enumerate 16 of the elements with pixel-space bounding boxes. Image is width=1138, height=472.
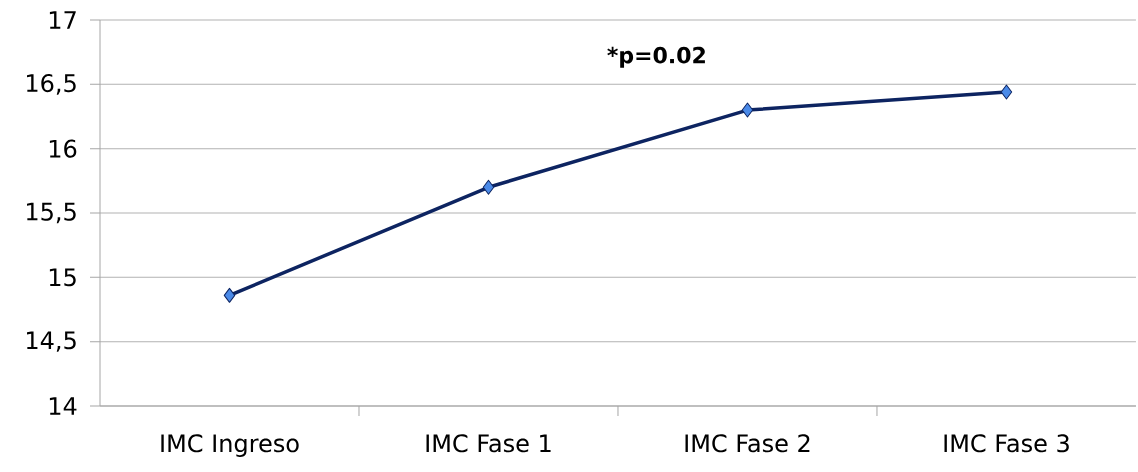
y-tick-label: 15 [49,268,76,287]
x-tick-label: IMC Fase 2 [685,434,810,453]
point [223,287,236,303]
y-tick-label: 14 [49,397,77,415]
x-tick-label: IMC Fase 1 [426,434,551,453]
annotation: *p=0.02 [607,46,705,68]
y-tick-label: 15,5 [27,202,76,224]
point [1000,84,1013,100]
y-tick-label: 16,5 [27,74,76,95]
y-tick-label: 17 [49,11,76,29]
point [741,102,754,118]
x-tick-label: IMC Ingreso [161,434,299,457]
x-tick-label: IMC Fase 3 [944,434,1069,453]
y-tick-label: 14,5 [27,331,76,352]
y-tick-label: 16 [49,139,77,158]
point [482,179,495,195]
